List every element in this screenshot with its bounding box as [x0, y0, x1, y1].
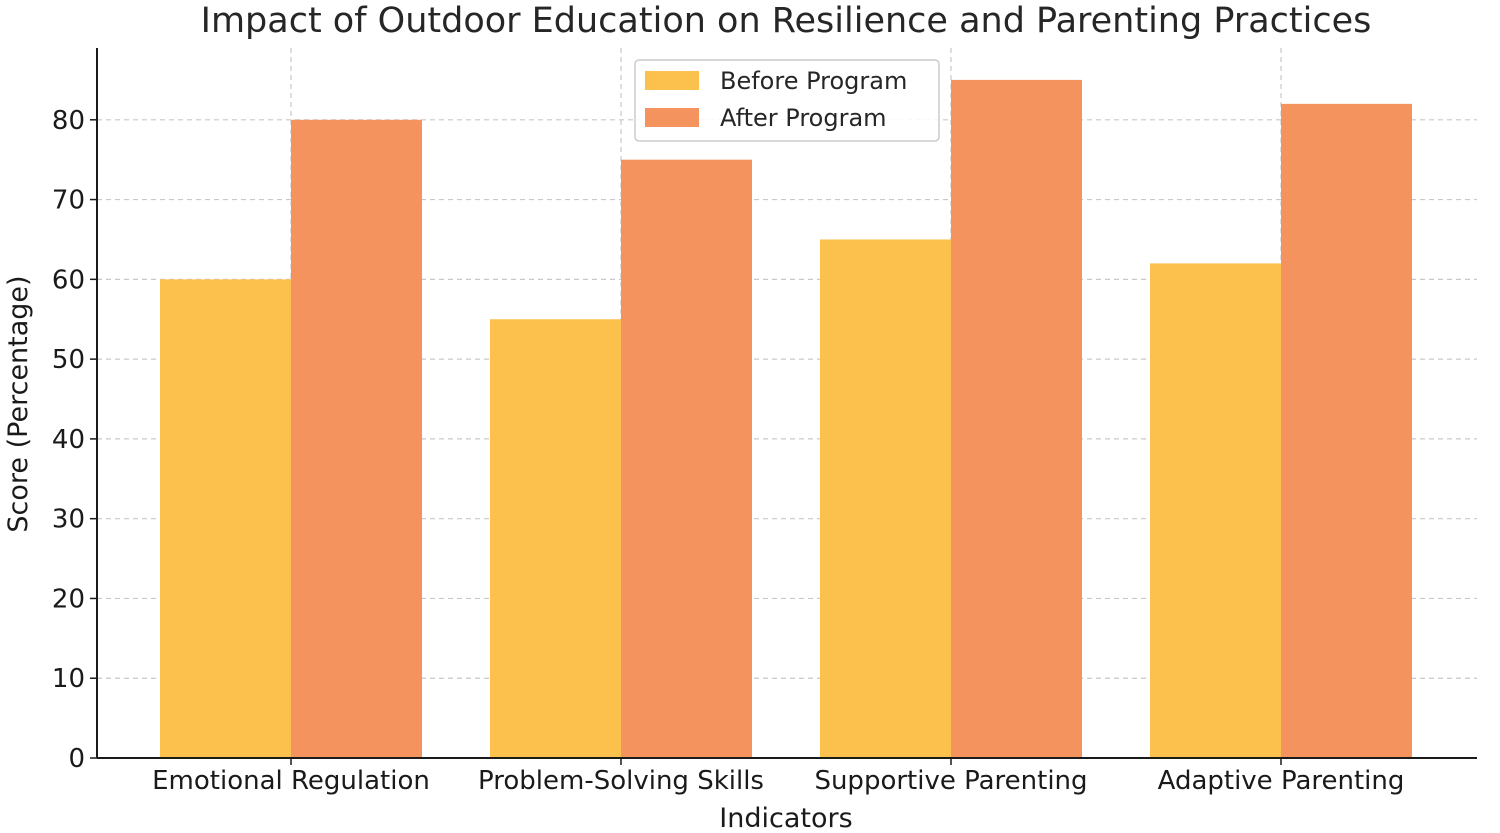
y-tick-label-0: 0 [68, 744, 85, 774]
y-tick-label-30: 30 [52, 505, 85, 535]
legend: Before Program After Program [634, 59, 940, 142]
bar-after-program-2 [951, 79, 1082, 759]
x-tick-label-1: Problem-Solving Skills [478, 766, 764, 796]
chart-title: Impact of Outdoor Education on Resilienc… [201, 1, 1372, 41]
y-tick-label-10: 10 [52, 664, 85, 694]
bar-after-program-3 [1281, 103, 1412, 758]
y-tick-label-80: 80 [52, 106, 85, 136]
y-axis-title: Score (Percentage) [3, 275, 34, 532]
bar-before-program-0 [160, 279, 291, 758]
legend-swatch-before-program [645, 71, 699, 90]
y-tick-label-40: 40 [52, 425, 85, 455]
x-tick-label-2: Supportive Parenting [814, 766, 1087, 796]
x-ticks: Emotional Regulation Problem-Solving Skil… [152, 758, 1404, 796]
bar-after-program-0 [291, 119, 422, 759]
y-ticks: 0 10 20 30 40 50 60 70 80 [52, 106, 97, 774]
y-tick-label-70: 70 [52, 186, 85, 216]
legend-frame [634, 59, 940, 142]
axes [96, 48, 1477, 759]
bar-after-program-1 [621, 159, 752, 758]
bar-before-program-1 [490, 319, 621, 758]
y-tick-label-50: 50 [52, 345, 85, 375]
y-tick-label-20: 20 [52, 584, 85, 614]
x-tick-label-0: Emotional Regulation [152, 766, 430, 796]
y-tick-label-60: 60 [52, 265, 85, 295]
bar-before-program-2 [820, 239, 951, 758]
x-tick-label-3: Adaptive Parenting [1158, 766, 1405, 796]
x-axis-title: Indicators [719, 803, 852, 833]
legend-swatch-after-program [645, 108, 699, 127]
legend-label-after-program: After Program [720, 104, 887, 132]
bar-before-program-3 [1150, 263, 1281, 758]
bars [160, 79, 1412, 759]
legend-label-before-program: Before Program [720, 67, 907, 95]
